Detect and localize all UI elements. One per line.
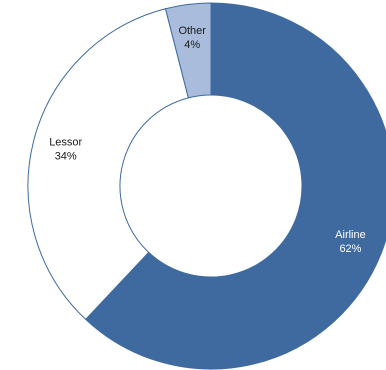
labels-group: Airline 62% Lessor 34% Other 4% — [49, 25, 366, 255]
slices-group — [27, 2, 386, 370]
slice-value-other: 4% — [184, 39, 200, 51]
slice-value-airline: 62% — [339, 243, 361, 255]
slice-airline — [85, 2, 386, 370]
slice-value-lessor: 34% — [55, 151, 77, 163]
slice-lessor — [27, 8, 189, 321]
slice-other — [164, 2, 212, 99]
slice-label-other: Other — [178, 25, 206, 37]
slice-label-airline: Airline — [335, 229, 366, 241]
slice-label-lessor: Lessor — [49, 137, 82, 149]
